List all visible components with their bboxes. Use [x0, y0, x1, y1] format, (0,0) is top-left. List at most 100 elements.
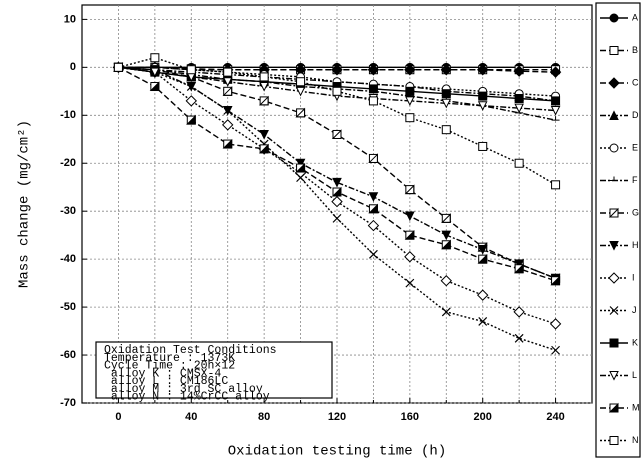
- marker: [222, 86, 233, 96]
- y-tick-label: -30: [60, 205, 76, 217]
- marker-shape: [441, 230, 452, 241]
- marker-shape: [440, 64, 452, 76]
- marker: [608, 207, 619, 218]
- marker-shape: [551, 96, 561, 106]
- marker: [514, 103, 524, 114]
- legend-label: F: [632, 175, 638, 185]
- marker-shape: [186, 65, 196, 75]
- legend-label: M: [632, 402, 640, 412]
- marker: [549, 318, 562, 330]
- marker: [332, 177, 342, 188]
- x-tick-label: 40: [185, 411, 197, 423]
- marker: [441, 239, 451, 250]
- marker-shape: [477, 101, 488, 111]
- marker-shape: [295, 158, 306, 169]
- marker: [608, 402, 619, 413]
- marker-half: [550, 275, 561, 286]
- legend-label: A: [632, 12, 638, 22]
- legend-frame: [595, 2, 641, 458]
- marker: [405, 96, 415, 107]
- marker: [550, 105, 561, 116]
- marker-shape: [477, 289, 489, 301]
- marker-shape: [295, 86, 306, 97]
- marker: [404, 184, 415, 195]
- legend-label: I: [632, 272, 635, 282]
- marker-shape: [404, 251, 416, 263]
- marker-shape: [514, 333, 524, 343]
- marker: [478, 91, 488, 101]
- marker: [441, 98, 452, 109]
- marker: [331, 186, 342, 197]
- marker: [186, 65, 196, 75]
- marker-shape: [609, 143, 619, 153]
- marker: [295, 162, 306, 173]
- annotation-box: [95, 341, 333, 399]
- marker: [405, 278, 415, 288]
- marker: [295, 107, 306, 118]
- marker-shape: [259, 72, 269, 82]
- marker: [477, 101, 488, 111]
- marker: [223, 106, 233, 115]
- marker-half: [368, 203, 378, 214]
- marker: [441, 307, 451, 317]
- marker: [367, 219, 380, 232]
- marker: [332, 213, 342, 223]
- marker-shape: [441, 89, 451, 99]
- marker-shape: [331, 195, 343, 208]
- marker-shape: [609, 241, 619, 251]
- marker: [550, 275, 561, 286]
- marker: [259, 82, 269, 92]
- annotation-line: Temperature : 1373K: [104, 352, 235, 365]
- marker: [222, 138, 233, 149]
- marker-half: [513, 263, 524, 274]
- marker: [440, 275, 452, 287]
- y-tick-label: 10: [64, 13, 76, 25]
- marker: [477, 245, 488, 255]
- marker: [477, 253, 488, 264]
- marker-shape: [440, 275, 452, 287]
- marker: [186, 114, 196, 125]
- marker-shape: [513, 306, 525, 318]
- marker-shape: [332, 213, 342, 223]
- marker-shape: [259, 82, 269, 92]
- marker-shape: [551, 116, 560, 121]
- marker: [609, 241, 619, 251]
- marker: [551, 180, 561, 190]
- marker-shape: [478, 91, 488, 101]
- marker-shape: [514, 94, 524, 104]
- marker-shape: [150, 53, 160, 63]
- y-tick-label: -10: [60, 109, 76, 121]
- marker: [150, 53, 160, 63]
- marker: [608, 272, 620, 284]
- marker-half: [404, 229, 415, 240]
- marker-shape: [551, 180, 561, 190]
- marker-shape: [549, 318, 562, 330]
- marker: [609, 436, 619, 445]
- marker-shape: [478, 317, 488, 326]
- marker: [551, 116, 560, 121]
- marker-shape: [608, 77, 620, 89]
- marker-shape: [609, 371, 619, 381]
- marker-shape: [186, 82, 196, 91]
- marker: [441, 213, 451, 223]
- marker-shape: [368, 84, 378, 94]
- marker-shape: [609, 110, 619, 120]
- marker-half: [608, 207, 619, 218]
- marker: [405, 86, 415, 96]
- y-tick-label: -50: [60, 301, 76, 313]
- marker-shape: [477, 245, 488, 255]
- annotation-line: Cycle Time : 20h×12: [104, 360, 235, 373]
- x-axis-label: Oxidation testing time (h): [228, 444, 446, 460]
- marker-shape: [609, 46, 619, 55]
- marker-shape: [477, 64, 489, 76]
- annotation-line: alloy N : 14%CrCC alloy: [104, 391, 270, 404]
- marker: [609, 306, 619, 315]
- marker-shape: [367, 219, 380, 232]
- marker-shape: [549, 66, 562, 78]
- marker: [404, 64, 416, 76]
- y-tick-label: 0: [70, 61, 76, 73]
- marker-half: [186, 114, 196, 125]
- marker: [477, 64, 489, 76]
- y-axis-label: Mass change (mg/cm²): [17, 120, 33, 288]
- marker-shape: [610, 176, 618, 181]
